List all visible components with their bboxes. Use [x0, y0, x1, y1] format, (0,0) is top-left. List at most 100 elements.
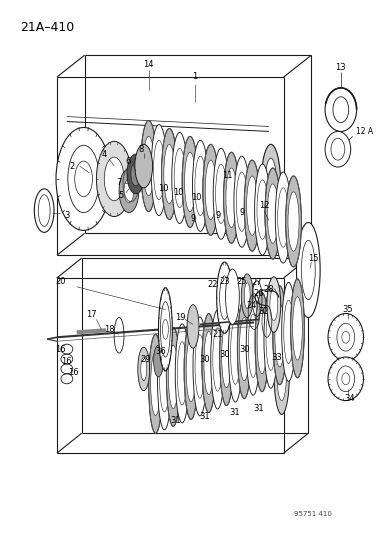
Ellipse shape [141, 357, 147, 381]
Ellipse shape [226, 168, 237, 228]
Text: 26: 26 [254, 289, 264, 298]
Text: 24: 24 [246, 301, 256, 310]
Ellipse shape [131, 162, 141, 186]
Ellipse shape [261, 144, 281, 228]
Ellipse shape [151, 352, 160, 415]
Text: 18: 18 [104, 325, 115, 334]
Text: 29: 29 [141, 354, 151, 364]
Ellipse shape [328, 357, 364, 401]
Text: 30: 30 [239, 345, 250, 353]
Ellipse shape [277, 341, 287, 401]
Ellipse shape [266, 307, 276, 370]
Ellipse shape [184, 320, 198, 419]
Text: 95751 410: 95751 410 [293, 511, 332, 518]
Text: 12 A: 12 A [356, 127, 373, 136]
Ellipse shape [286, 176, 301, 267]
Text: 33: 33 [271, 352, 282, 361]
Ellipse shape [213, 328, 222, 391]
Text: 11: 11 [222, 172, 233, 181]
Text: 21: 21 [212, 330, 223, 339]
Ellipse shape [237, 300, 251, 399]
Ellipse shape [127, 154, 145, 194]
Ellipse shape [182, 136, 198, 228]
Ellipse shape [342, 332, 350, 343]
Text: 27: 27 [252, 278, 262, 287]
Ellipse shape [229, 303, 242, 402]
Ellipse shape [223, 152, 239, 243]
Ellipse shape [68, 146, 99, 213]
Ellipse shape [202, 313, 216, 413]
Text: 9: 9 [240, 208, 245, 217]
Text: 30: 30 [219, 350, 230, 359]
Ellipse shape [166, 327, 180, 426]
Ellipse shape [241, 274, 253, 318]
Ellipse shape [211, 310, 225, 409]
Ellipse shape [265, 168, 281, 259]
Ellipse shape [220, 306, 234, 406]
Ellipse shape [203, 144, 218, 236]
Ellipse shape [257, 180, 268, 239]
Ellipse shape [225, 269, 239, 325]
Text: 17: 17 [86, 310, 97, 319]
Ellipse shape [331, 139, 345, 160]
Ellipse shape [244, 283, 250, 309]
Text: 5: 5 [119, 191, 124, 200]
Ellipse shape [291, 279, 305, 378]
Text: 16: 16 [61, 357, 72, 366]
Text: 31: 31 [170, 416, 181, 425]
Ellipse shape [177, 342, 187, 405]
Ellipse shape [124, 179, 134, 203]
Ellipse shape [337, 324, 355, 351]
Text: 21A–410: 21A–410 [20, 21, 75, 34]
Text: 30: 30 [200, 354, 210, 364]
Ellipse shape [257, 311, 267, 374]
Ellipse shape [236, 172, 247, 231]
Text: 3: 3 [64, 211, 69, 220]
Ellipse shape [159, 349, 169, 412]
Text: 10: 10 [173, 188, 183, 197]
Ellipse shape [273, 286, 287, 385]
Text: 14: 14 [143, 60, 154, 69]
Ellipse shape [278, 188, 289, 247]
Text: 16: 16 [68, 368, 79, 377]
Ellipse shape [161, 128, 177, 220]
Ellipse shape [234, 156, 250, 247]
Ellipse shape [328, 313, 364, 361]
Ellipse shape [149, 334, 163, 433]
Ellipse shape [175, 324, 189, 423]
Text: 13: 13 [335, 62, 346, 71]
Text: 34: 34 [344, 394, 355, 403]
Ellipse shape [342, 373, 350, 385]
Ellipse shape [56, 127, 111, 230]
Ellipse shape [275, 304, 284, 367]
Ellipse shape [119, 169, 139, 213]
Ellipse shape [220, 276, 229, 319]
Text: 1: 1 [192, 72, 198, 82]
Ellipse shape [282, 282, 296, 381]
Ellipse shape [157, 331, 171, 430]
Ellipse shape [154, 345, 163, 377]
Text: 9: 9 [215, 211, 220, 220]
Text: 31: 31 [229, 408, 240, 417]
Text: 10: 10 [191, 193, 201, 202]
Text: 36: 36 [155, 346, 166, 356]
Ellipse shape [75, 161, 93, 197]
Ellipse shape [38, 195, 50, 227]
Text: 6: 6 [125, 157, 130, 166]
Ellipse shape [215, 164, 227, 223]
Ellipse shape [135, 144, 152, 188]
Text: 10: 10 [158, 184, 169, 193]
Ellipse shape [270, 289, 278, 320]
Ellipse shape [274, 327, 290, 415]
Text: 32: 32 [259, 307, 269, 316]
Text: 20: 20 [55, 277, 66, 286]
Ellipse shape [187, 304, 199, 348]
Ellipse shape [213, 148, 229, 239]
Ellipse shape [246, 296, 260, 395]
Ellipse shape [239, 318, 249, 381]
Text: 15: 15 [308, 254, 318, 263]
Ellipse shape [244, 160, 260, 251]
Ellipse shape [255, 164, 270, 255]
Ellipse shape [284, 300, 293, 364]
Ellipse shape [195, 156, 206, 215]
